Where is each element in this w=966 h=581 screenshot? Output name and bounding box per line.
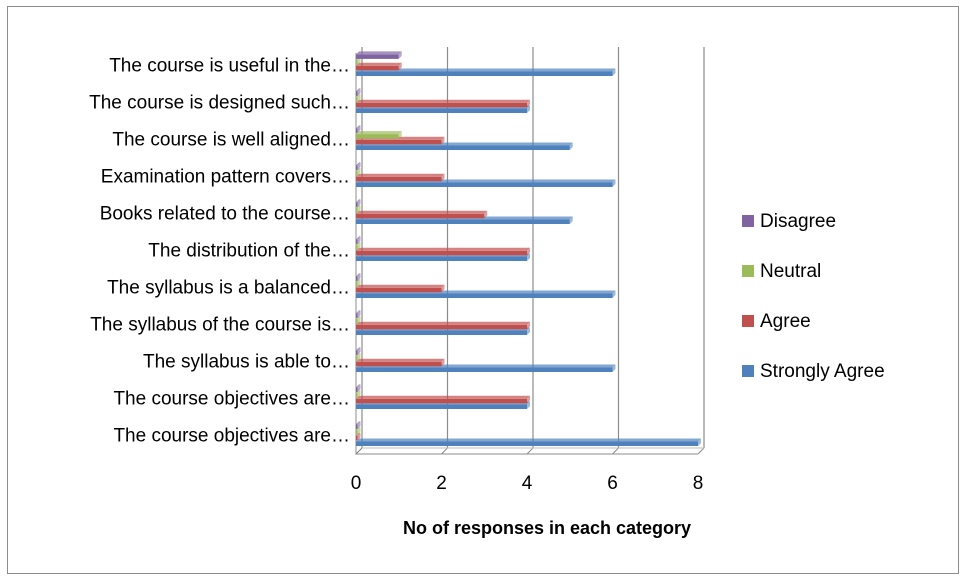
legend: Disagree Neutral Agree Strongly Agree xyxy=(742,211,885,382)
gridline-foot xyxy=(612,447,619,455)
bar xyxy=(356,421,361,429)
category-label: The distribution of the… xyxy=(148,241,350,262)
legend-item: Agree xyxy=(742,311,811,332)
legend-label: Neutral xyxy=(760,261,821,282)
legend-swatch xyxy=(742,215,754,227)
chart-frame: The course objectives are… The course obj… xyxy=(7,6,959,574)
bar xyxy=(356,384,361,392)
bar xyxy=(356,210,488,219)
x-tick-label: 4 xyxy=(522,473,533,494)
bar xyxy=(356,99,530,108)
bar xyxy=(356,173,445,182)
bar xyxy=(356,199,361,207)
bar xyxy=(356,125,361,133)
x-tick-label: 0 xyxy=(351,473,362,494)
category-label: The syllabus is able to… xyxy=(143,352,350,373)
category-label: The syllabus of the course is… xyxy=(90,315,350,336)
bar xyxy=(356,247,530,256)
x-tick-label: 2 xyxy=(436,473,447,494)
x-tick-label: 6 xyxy=(607,473,618,494)
bar xyxy=(356,62,402,71)
bar xyxy=(356,353,361,361)
category-label: The course objectives are… xyxy=(113,389,350,410)
legend-swatch xyxy=(742,365,754,377)
legend-swatch xyxy=(742,315,754,327)
category-label: The course is designed such… xyxy=(89,93,350,114)
bar xyxy=(356,432,361,441)
x-axis-title: No of responses in each category xyxy=(403,518,691,538)
bar xyxy=(356,427,361,435)
legend-label: Strongly Agree xyxy=(760,361,885,382)
bar xyxy=(356,358,445,367)
category-label: The course objectives are… xyxy=(113,426,350,447)
legend-item: Disagree xyxy=(742,211,836,232)
x-tick-label: 8 xyxy=(693,473,704,494)
legend-item: Strongly Agree xyxy=(742,361,885,382)
bar xyxy=(356,168,361,176)
bar xyxy=(356,273,361,281)
bar xyxy=(356,279,361,287)
legend-label: Disagree xyxy=(760,211,836,232)
category-label: Examination pattern covers… xyxy=(101,167,350,188)
bar xyxy=(356,284,445,293)
bar xyxy=(356,321,530,330)
legend-swatch xyxy=(742,265,754,277)
gridline-foot xyxy=(526,447,534,455)
gridline-foot xyxy=(441,447,448,455)
bar xyxy=(356,131,402,139)
bar xyxy=(356,316,361,324)
bar xyxy=(356,242,361,250)
category-label: The course is well aligned… xyxy=(112,130,350,151)
bar xyxy=(356,347,361,355)
legend-item: Neutral xyxy=(742,261,821,282)
category-label: Books related to the course… xyxy=(100,204,350,225)
gridline-foot xyxy=(697,447,705,455)
bar xyxy=(356,88,361,96)
bar xyxy=(356,94,361,102)
bar xyxy=(356,51,402,59)
category-label: The syllabus is a balanced… xyxy=(107,278,350,299)
bar xyxy=(356,310,361,318)
legend-label: Agree xyxy=(760,311,811,332)
bar xyxy=(356,395,530,404)
bar xyxy=(356,438,701,446)
category-label: The course is useful in the… xyxy=(109,56,350,77)
x-tick-labels: 0 2 4 6 8 xyxy=(351,473,704,494)
bar xyxy=(356,68,616,76)
bar-chart: The course objectives are… The course obj… xyxy=(89,47,885,538)
bars xyxy=(356,51,701,446)
category-labels: The course objectives are… The course obj… xyxy=(89,56,350,447)
gridlines xyxy=(355,47,705,455)
bar xyxy=(356,236,361,244)
bar xyxy=(356,205,361,213)
bar xyxy=(356,390,361,398)
bar xyxy=(356,162,361,170)
